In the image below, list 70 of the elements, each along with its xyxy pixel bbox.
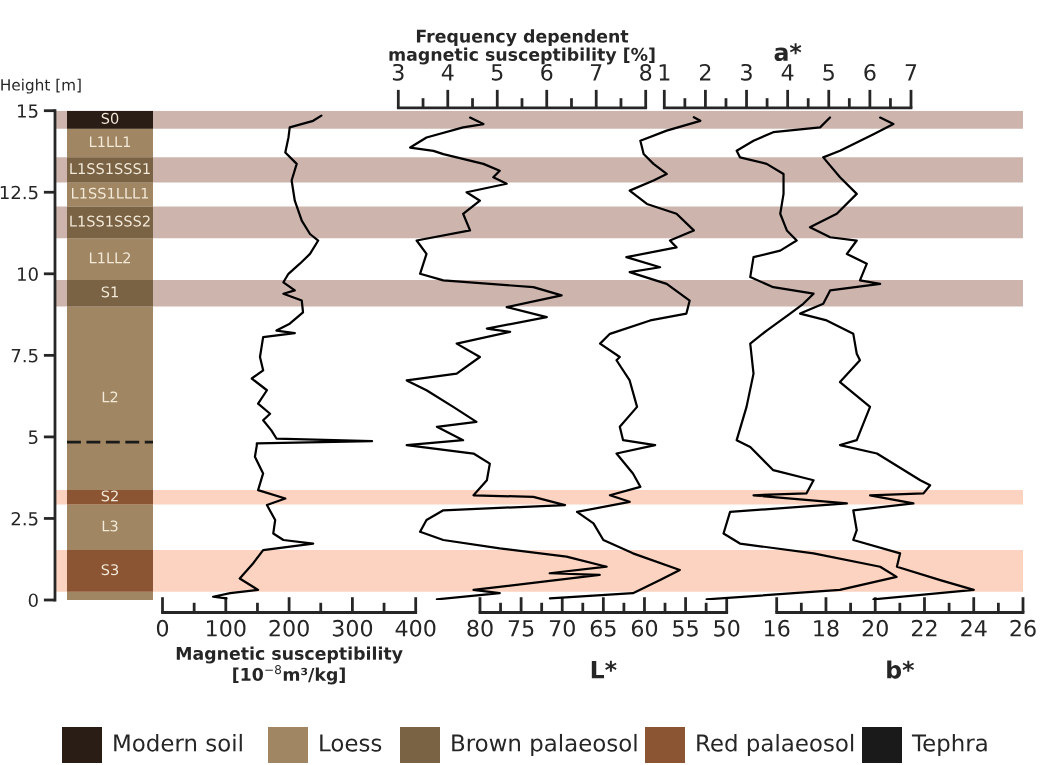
x-axis-title: L* bbox=[591, 660, 617, 679]
x2-tick-label: 5 bbox=[491, 64, 503, 81]
x2-tick-label: 6 bbox=[864, 63, 876, 81]
x-tick-label: 80 bbox=[467, 619, 493, 637]
x-tick-label: 50 bbox=[714, 619, 740, 637]
x2-tick-label: 8 bbox=[640, 63, 652, 81]
y-tick-label: 2.5 bbox=[11, 511, 38, 526]
x-tick-label: 16 bbox=[765, 619, 790, 637]
x-tick-label: 22 bbox=[911, 619, 937, 637]
y-tick-label: 5 bbox=[28, 430, 38, 445]
x-tick-label: 70 bbox=[549, 619, 575, 637]
x2-tick-label: 3 bbox=[392, 63, 404, 81]
series-label: S1 bbox=[101, 286, 118, 298]
bar bbox=[67, 591, 153, 600]
series-label: L1SS1LLL1 bbox=[72, 187, 149, 199]
text: Brown palaeosol bbox=[452, 733, 637, 757]
x-tick-label: 75 bbox=[508, 620, 534, 637]
x-tick-label: 24 bbox=[961, 619, 987, 637]
y-tick-label: 0 bbox=[28, 593, 38, 608]
x-tick-label: 20 bbox=[862, 619, 888, 637]
y-axis-title: Height [m] bbox=[1, 78, 81, 94]
series-label: S3 bbox=[101, 564, 119, 576]
y-tick-label: 7.5 bbox=[11, 349, 38, 363]
x-tick-label: 400 bbox=[395, 619, 436, 637]
x-tick-label: 200 bbox=[269, 619, 309, 637]
series-label: S2 bbox=[101, 490, 118, 502]
y-tick-label: 10 bbox=[18, 267, 38, 281]
series-label: L1SS1SSS2 bbox=[70, 215, 150, 227]
series-label: S0 bbox=[101, 112, 119, 124]
series-label: L1LL1 bbox=[89, 136, 131, 148]
x-tick-label: 300 bbox=[332, 619, 373, 637]
x2-axis-title: a* bbox=[774, 43, 802, 62]
x2-tick-label: 4 bbox=[781, 64, 794, 81]
bar bbox=[67, 550, 153, 592]
text: Modern soil bbox=[114, 733, 242, 752]
x2-tick-label: 5 bbox=[823, 64, 834, 81]
x2-axis-title: Frequency dependent magnetic susceptibility [%] bbox=[389, 29, 655, 65]
text: Red palaeosol bbox=[697, 733, 854, 757]
x2-tick-label: 7 bbox=[905, 64, 917, 81]
x2-tick-label: 3 bbox=[741, 63, 752, 81]
bar bbox=[67, 110, 153, 129]
series-label: L3 bbox=[102, 520, 118, 532]
text: Loess bbox=[320, 734, 382, 752]
bar bbox=[67, 182, 153, 207]
series-label: L2 bbox=[102, 391, 118, 403]
text: Tephra bbox=[911, 733, 987, 757]
x2-tick-label: 6 bbox=[541, 63, 553, 81]
series-label: L1SS1SSS1 bbox=[70, 163, 150, 175]
x2-tick-label: 4 bbox=[441, 64, 454, 81]
x-tick-label: 100 bbox=[207, 619, 246, 637]
x2-tick-label: 7 bbox=[590, 64, 602, 81]
bar bbox=[67, 504, 153, 551]
bar bbox=[67, 306, 153, 491]
x-tick-label: 18 bbox=[814, 619, 839, 637]
x-tick-label: 55 bbox=[673, 620, 698, 637]
x2-tick-label: 2 bbox=[699, 63, 711, 81]
bar bbox=[67, 280, 153, 307]
bar bbox=[67, 238, 153, 280]
y-tick-label: 15 bbox=[18, 104, 38, 118]
bar bbox=[67, 128, 153, 158]
bar bbox=[67, 490, 153, 505]
x-axis-title: b* bbox=[887, 660, 914, 679]
x-tick-label: 26 bbox=[1010, 619, 1036, 637]
y-tick-label: 12.5 bbox=[0, 185, 38, 200]
x-tick-label: 0 bbox=[156, 619, 169, 637]
x-tick-label: 60 bbox=[631, 619, 658, 637]
x-axis-title: Magnetic susceptibility [10$^{−8}$m³/kg] bbox=[176, 646, 403, 685]
x-tick-label: 65 bbox=[590, 619, 616, 637]
series-label: L1LL2 bbox=[89, 252, 130, 264]
x2-tick-label: 1 bbox=[659, 64, 670, 81]
